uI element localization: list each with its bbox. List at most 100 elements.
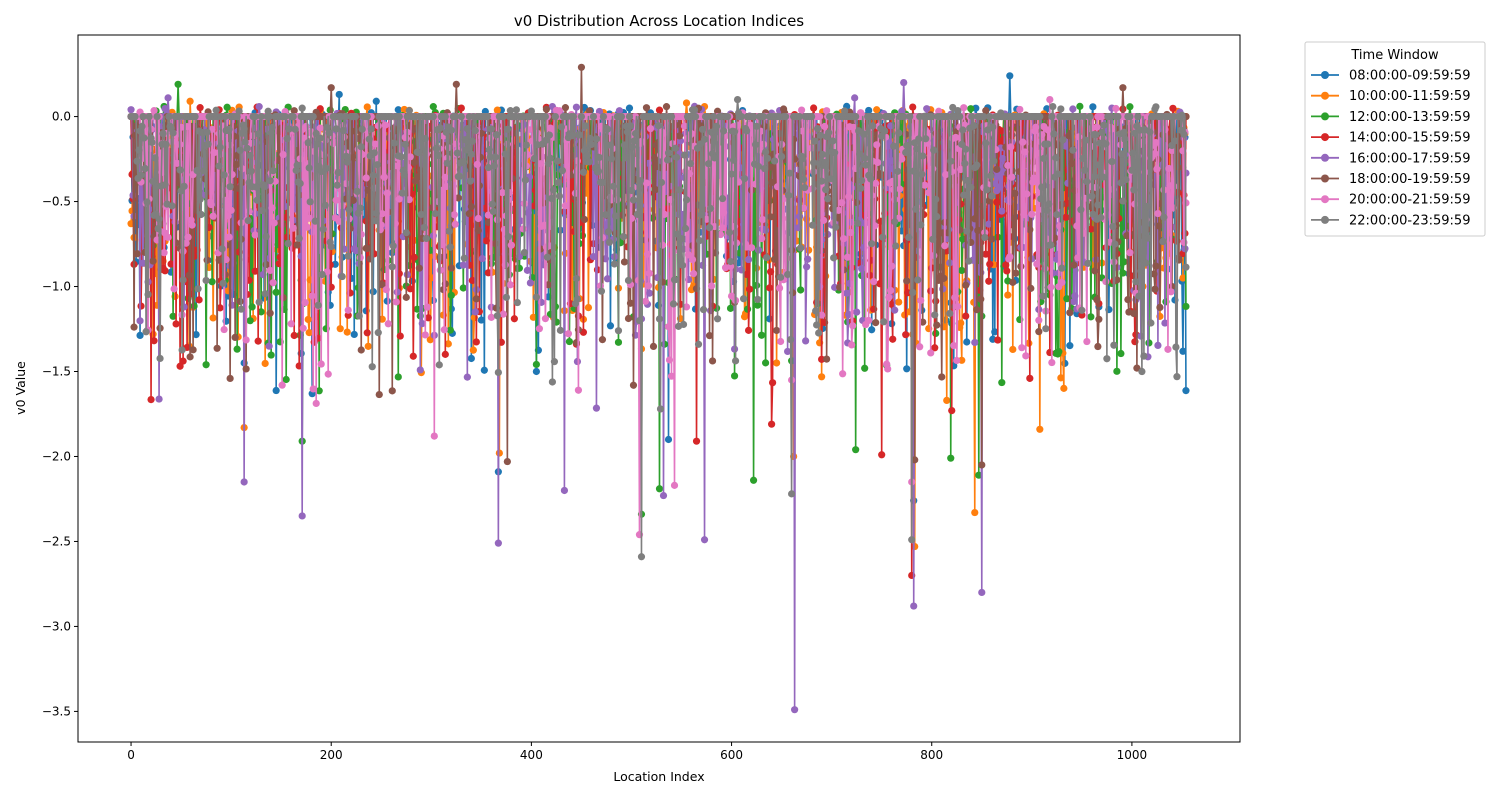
data-point [993,198,1001,206]
data-point [155,395,163,403]
data-point [394,106,402,114]
data-point [584,303,593,312]
data-point [1066,309,1074,317]
data-point [127,106,135,114]
data-point [923,105,931,113]
data-point [873,106,881,114]
data-point [1120,258,1128,266]
data-point [1154,341,1162,350]
data-point [891,306,899,314]
data-point [164,94,172,102]
data-point [136,317,144,325]
data-point [771,255,779,263]
data-point [227,206,235,214]
data-point [242,365,250,373]
data-point [700,536,709,544]
data-point [843,289,851,297]
data-point [189,346,197,354]
data-point [1145,339,1153,347]
data-point [1012,269,1020,277]
data-point [943,396,951,404]
data-point [872,319,880,327]
data-point [478,254,486,263]
data-point [394,373,402,381]
data-point [447,264,455,272]
data-point [246,317,254,325]
data-point [266,309,274,317]
data-point [268,204,276,212]
data-point [1057,374,1065,382]
data-point [692,437,701,445]
data-point [471,308,479,316]
data-point [164,233,172,241]
data-point [493,106,501,114]
data-point [459,261,467,269]
data-point [705,332,714,340]
data-point [1026,374,1034,382]
data-point [270,219,278,227]
data-point [903,277,911,285]
data-point [203,256,211,264]
data-point [1069,105,1077,113]
data-point [444,340,452,348]
data-point [457,104,465,112]
data-point [962,312,970,320]
data-point [265,342,273,350]
series-layer [127,63,1190,714]
data-point [823,355,831,363]
data-point [773,326,781,335]
data-point [465,210,473,218]
data-point [861,364,869,372]
data-point [577,63,586,71]
data-point [266,266,274,275]
data-point [402,293,410,301]
data-point [1006,72,1014,80]
data-point [195,296,203,304]
data-point [208,278,216,286]
data-point [797,286,805,294]
data-point [868,326,876,334]
data-point [529,313,537,321]
data-point [231,333,239,341]
data-point [659,491,668,500]
data-point [752,281,761,290]
data-point [803,263,811,271]
data-point [971,215,979,223]
data-point [202,361,210,369]
data-point [192,330,200,339]
data-point [251,231,259,239]
data-point [1094,342,1102,351]
data-point [393,288,401,296]
data-point [743,305,752,313]
data-point [1151,285,1159,293]
data-point [494,539,502,547]
data-point [251,267,259,275]
data-point [757,331,766,339]
data-point [532,360,540,369]
data-point [624,314,633,323]
data-point [767,268,775,276]
data-point [415,264,423,272]
data-point [625,104,634,112]
data-point [1117,349,1125,358]
data-point [289,224,297,232]
data-point [447,291,455,299]
data-point [416,366,424,374]
data-point [909,103,917,111]
data-point [858,265,866,273]
data-point [136,331,144,340]
data-point [745,285,754,293]
data-point [971,508,979,517]
data-point [213,344,221,352]
data-point [649,342,658,351]
data-point [730,345,739,353]
data-point [940,274,948,282]
data-point [749,476,758,484]
data-point [287,320,295,328]
data-point [1027,284,1035,292]
data-point [744,326,753,334]
data-point [283,233,291,241]
data-point [1070,261,1078,269]
data-point [1066,342,1074,350]
data-point [469,346,477,354]
